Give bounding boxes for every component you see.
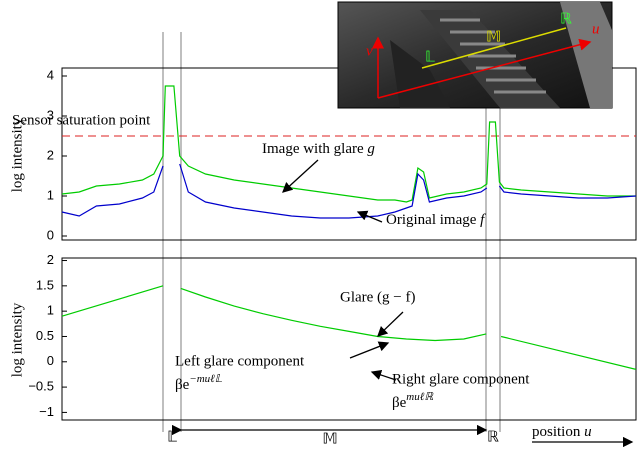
annotation: Image with glare g (262, 141, 375, 157)
figure: 01234−1−0.500.511.52 log intensity log i… (0, 0, 638, 450)
inset-label: ℝ (560, 11, 572, 27)
y-tick-label: 0 (47, 353, 54, 368)
inset-label: 𝕃 (425, 49, 435, 65)
inset-label: u (592, 21, 600, 37)
annotation: Left glare component (175, 353, 305, 369)
arrow (378, 312, 403, 336)
bottom-frame (62, 258, 636, 420)
annotation: Right glare component (392, 371, 530, 387)
y-tick-label: 1.5 (36, 277, 54, 292)
y-tick-label: 2 (47, 147, 54, 162)
arrow (283, 160, 318, 192)
y-tick-label: 0 (47, 227, 54, 242)
y-tick-label: 1 (47, 187, 54, 202)
x-label: position u (532, 424, 592, 440)
inset-label: v (366, 43, 373, 59)
formula: βe−muℓ𝕃 (175, 373, 223, 394)
y-tick-label: 1 (47, 303, 54, 318)
segment-label: ℝ (487, 429, 499, 445)
y-label: log intensity (9, 302, 25, 377)
y-tick-label: −1 (39, 404, 54, 419)
arrow (350, 343, 388, 358)
series-line (62, 164, 636, 218)
inset-photo: 𝕃 𝕄 ℝ u v (338, 2, 612, 108)
y-tick-label: 4 (47, 67, 54, 82)
segment-label: 𝕃 (167, 429, 177, 445)
segment-label: 𝕄 (322, 431, 337, 447)
y-tick-label: −0.5 (28, 379, 54, 394)
y-tick-label: 2 (47, 252, 54, 267)
annotation: Glare (g − f) (340, 289, 416, 305)
inset-label: 𝕄 (486, 29, 501, 45)
y-tick-label: 0.5 (36, 328, 54, 343)
formula: βemuℓℝ (392, 391, 434, 412)
annotation: Original image f (386, 212, 486, 228)
y-label: log intensity (9, 117, 25, 192)
reference-label: Sensor saturation point (12, 112, 151, 128)
